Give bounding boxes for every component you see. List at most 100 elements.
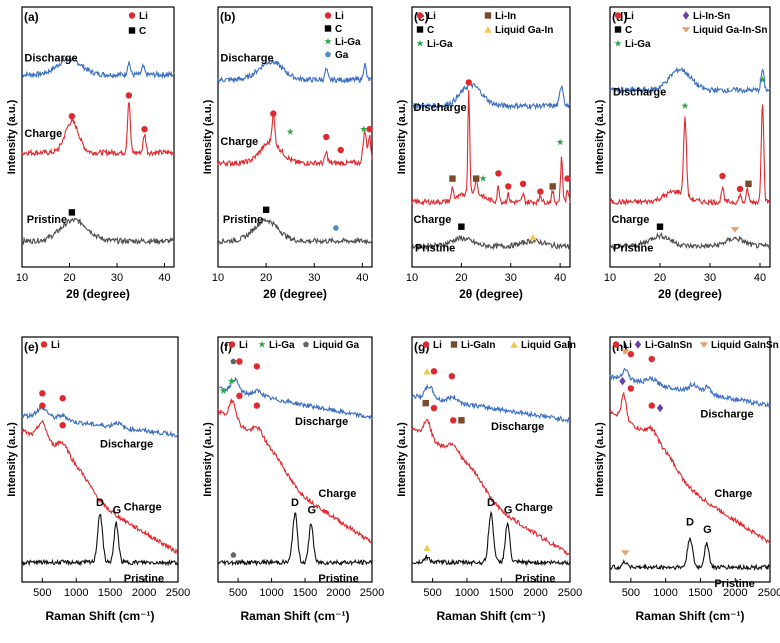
series-label-discharge: Discharge <box>613 86 666 98</box>
peak-marker <box>422 399 429 407</box>
x-tick-label: 10 <box>406 272 418 284</box>
legend-label: Li-GaIn <box>461 340 495 351</box>
peak-marker <box>449 175 456 182</box>
legend-label: Li-In <box>495 11 516 22</box>
peak-marker <box>423 368 431 375</box>
legend-marker <box>324 25 332 32</box>
legend-marker <box>324 37 332 45</box>
x-tick-label: 1000 <box>64 587 88 599</box>
legend: Li C Li-Ga Ga <box>324 11 361 61</box>
peak-marker <box>337 146 344 154</box>
x-tick-label: 20 <box>63 272 75 284</box>
x-tick-label: 2500 <box>166 587 190 599</box>
band-label-g: G <box>307 504 316 516</box>
legend: Li Li-GaIn Liquid GaIn <box>422 340 576 351</box>
peak-marker <box>549 183 556 190</box>
legend: Li Li-Ga Liquid Ga <box>228 340 360 351</box>
series-line-discharge <box>217 59 373 85</box>
legend-label: Li-Ga <box>335 37 361 48</box>
series-label-charge: Charge <box>318 488 356 500</box>
peak-marker <box>505 183 512 190</box>
legend-marker <box>614 12 622 19</box>
series-line-charge <box>609 391 771 545</box>
legend-label: Liquid Ga <box>313 340 360 351</box>
series-line-charge <box>411 418 571 557</box>
peak-marker <box>448 373 456 380</box>
x-tick-label: 500 <box>229 587 247 599</box>
peak-marker <box>59 395 66 402</box>
series-line-charge <box>21 102 175 157</box>
legend: Li C Li-Ga Li-In Liquid Ga-In <box>416 11 553 50</box>
panel-label: (b) <box>220 10 235 24</box>
y-axis-label: Intensity (a.u.) <box>396 422 408 497</box>
legend: Li C <box>128 11 148 37</box>
series-label-charge: Charge <box>515 502 553 514</box>
peak-marker <box>621 349 630 355</box>
legend-label: Li <box>427 11 436 22</box>
legend-label: C <box>139 26 146 37</box>
legend-label: Li-In-Sn <box>693 11 730 22</box>
peak-marker <box>68 209 76 216</box>
band-label-g: G <box>703 524 712 536</box>
peak-marker <box>366 126 373 133</box>
legend-marker <box>325 51 331 58</box>
peak-marker <box>430 368 438 375</box>
peak-marker <box>430 404 438 412</box>
series-label-discharge: Discharge <box>413 102 466 114</box>
legend-marker <box>416 26 424 33</box>
x-axis-label: Raman Shift (cm⁻¹) <box>45 609 154 623</box>
x-tick-label: 10 <box>604 272 616 284</box>
peak-marker <box>236 392 243 399</box>
x-tick-label: 2000 <box>523 587 547 599</box>
peak-marker <box>537 188 544 195</box>
peak-marker <box>529 233 537 241</box>
peak-marker <box>648 402 655 409</box>
legend-label: Li-Ga <box>269 340 295 351</box>
peak-marker <box>423 544 431 551</box>
series-line-charge <box>217 397 373 544</box>
peak-marker <box>68 113 76 120</box>
x-tick-label: 10 <box>212 272 224 284</box>
plot-frame <box>609 336 771 583</box>
peak-marker <box>458 417 465 424</box>
peak-marker <box>39 390 46 397</box>
peak-marker <box>758 76 767 83</box>
y-axis-label: Intensity (a.u.) <box>594 99 606 174</box>
y-axis-label: Intensity (a.u.) <box>202 422 214 497</box>
peak-marker <box>656 403 664 413</box>
x-tick-label: 1500 <box>489 587 513 599</box>
x-tick-label: 30 <box>308 272 320 284</box>
y-axis-label: Intensity (a.u.) <box>202 99 214 174</box>
y-axis-label: Intensity (a.u.) <box>6 99 18 174</box>
legend-label: Li <box>139 11 148 22</box>
peak-marker <box>323 133 330 141</box>
band-label-g: G <box>113 504 122 516</box>
legend-marker <box>612 341 620 348</box>
series-line-pristine <box>609 231 771 251</box>
legend-marker <box>510 341 518 348</box>
legend-label: Ga <box>335 50 349 61</box>
x-tick-label: 1000 <box>259 587 283 599</box>
series-label-discharge: Discharge <box>220 53 273 65</box>
series-line-pristine <box>21 513 179 567</box>
legend-label: Li <box>623 340 632 351</box>
x-tick-label: 30 <box>505 272 517 284</box>
peak-marker <box>479 174 487 182</box>
x-tick-label: 40 <box>754 272 766 284</box>
x-tick-label: 1000 <box>653 587 677 599</box>
legend-marker <box>416 12 424 19</box>
series-label-charge: Charge <box>612 214 650 226</box>
x-tick-label: 40 <box>158 272 170 284</box>
peak-marker <box>564 175 571 182</box>
x-axis-label: Raman Shift (cm⁻¹) <box>436 609 545 623</box>
legend-label: Li-Ga <box>427 39 453 50</box>
legend-marker <box>450 341 458 348</box>
peak-marker <box>745 180 752 187</box>
x-tick-label: 500 <box>622 587 640 599</box>
series-line-charge <box>411 89 571 207</box>
legend-label: C <box>427 25 434 36</box>
peak-marker <box>332 224 339 231</box>
peak-marker <box>59 422 66 429</box>
